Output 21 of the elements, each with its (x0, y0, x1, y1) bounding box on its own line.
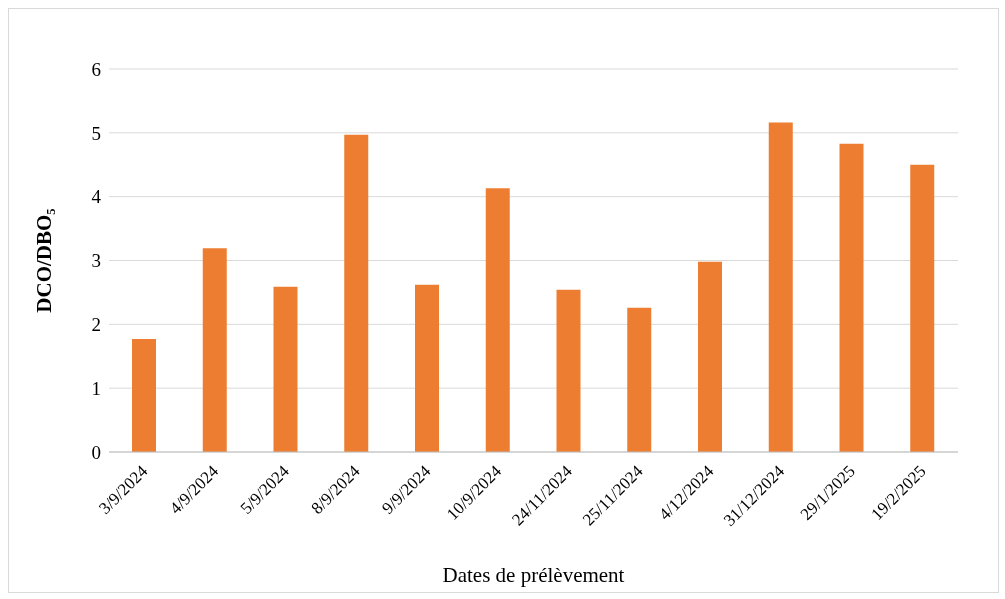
y-tick-label: 6 (91, 58, 101, 80)
y-axis-title: DCO/DBO₅ (32, 208, 57, 313)
bar (485, 188, 510, 452)
bar (415, 284, 439, 452)
bar (132, 339, 156, 452)
bar (202, 248, 227, 452)
y-tick-label: 0 (91, 441, 101, 463)
bar (910, 164, 935, 452)
bar (839, 143, 864, 452)
bar (768, 122, 793, 452)
y-tick-label: 3 (91, 250, 101, 272)
bar (627, 307, 652, 452)
bar (698, 261, 722, 452)
bar (344, 134, 369, 452)
x-axis-title: Dates de prélèvement (442, 563, 625, 587)
bar (273, 286, 298, 452)
bar (556, 289, 581, 452)
y-tick-label: 1 (91, 377, 101, 399)
y-tick-label: 2 (91, 314, 101, 336)
y-tick-label: 4 (91, 186, 102, 208)
y-tick-label: 5 (91, 122, 101, 144)
